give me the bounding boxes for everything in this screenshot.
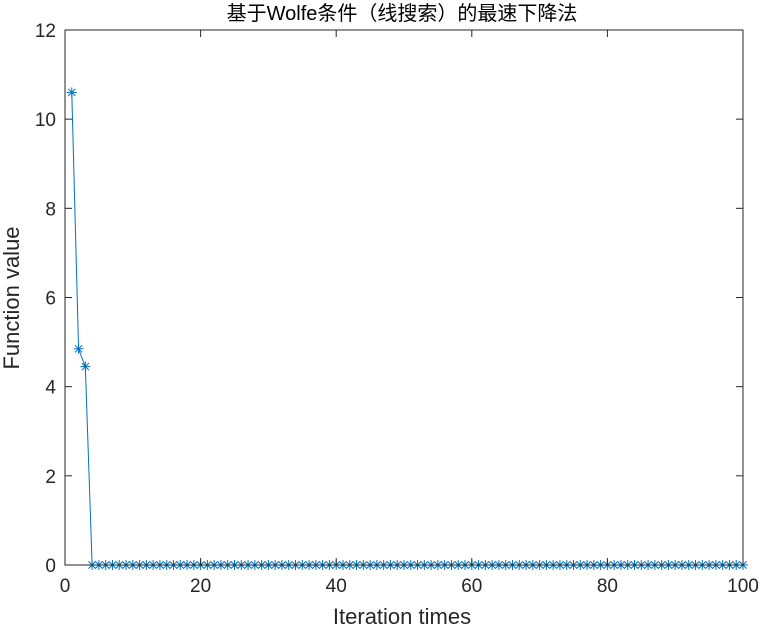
x-tick-label: 60 <box>461 576 482 597</box>
x-tick-label: 40 <box>326 576 347 597</box>
plot-area <box>65 30 743 565</box>
y-tick-label: 2 <box>45 467 56 488</box>
data-point <box>66 87 77 98</box>
x-tick-label: 20 <box>190 576 211 597</box>
x-tick-label: 80 <box>597 576 618 597</box>
y-tick-label: 6 <box>45 289 56 310</box>
y-axis-label: Function value <box>0 226 24 369</box>
x-tick-label: 0 <box>60 576 71 597</box>
y-tick-label: 4 <box>45 378 56 399</box>
y-tick-label: 8 <box>45 199 56 220</box>
y-tick-label: 0 <box>45 556 56 577</box>
y-tick-label: 10 <box>35 110 56 131</box>
x-axis-label: Iteration times <box>333 604 471 628</box>
y-tick-label: 12 <box>35 21 56 42</box>
data-point <box>80 361 91 372</box>
data-point <box>73 343 84 354</box>
x-tick-label: 100 <box>727 576 759 597</box>
chart-title: 基于Wolfe条件（线搜索）的最速下降法 <box>227 2 578 25</box>
